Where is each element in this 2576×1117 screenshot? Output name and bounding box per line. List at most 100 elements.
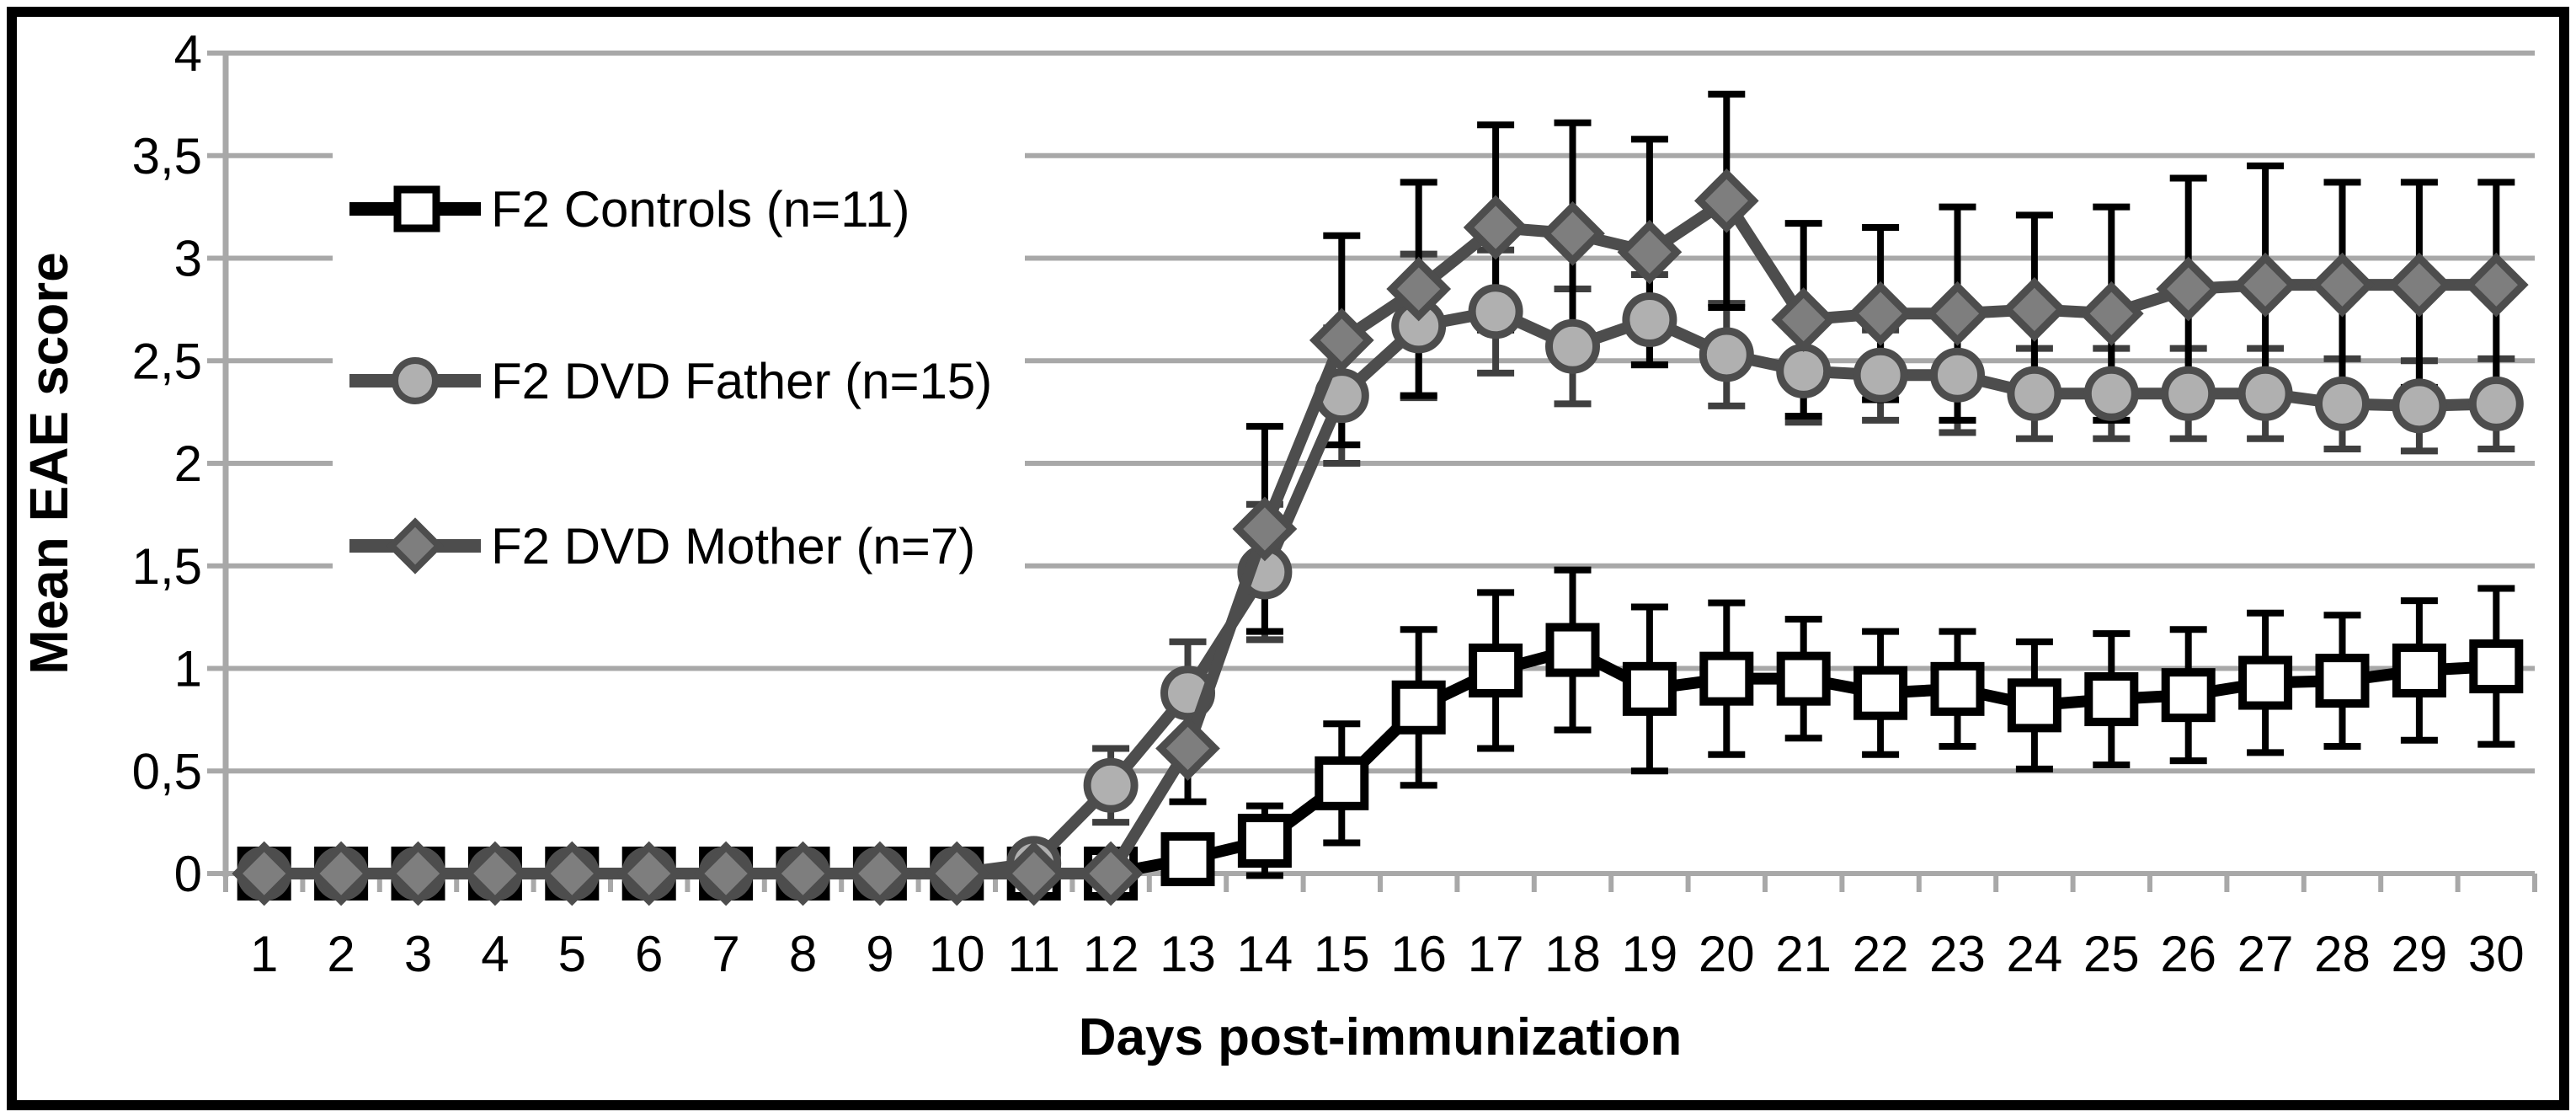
y-tick-label: 2 <box>174 436 202 492</box>
x-tick-label: 7 <box>712 926 739 982</box>
dvd-father-marker-day-12 <box>1083 757 1139 813</box>
x-tick-label: 26 <box>2160 926 2216 982</box>
dvd-father-marker-day-30 <box>2468 376 2524 431</box>
dvd-father-marker-day-25 <box>2083 366 2139 421</box>
dvd-mother-marker-day-2 <box>308 841 374 906</box>
y-tick-labels: 0 0,5 1 1,5 2 2,5 3 3,5 4 <box>132 25 202 902</box>
dvd-father-marker-day-20 <box>1699 327 1754 382</box>
y-tick-label: 0,5 <box>132 743 202 799</box>
controls-marker-day-24 <box>2007 678 2061 733</box>
dvd-mother-marker-day-7 <box>693 841 759 906</box>
x-tick-label: 1 <box>250 926 278 982</box>
x-tick-label: 4 <box>481 926 509 982</box>
x-tick-label: 14 <box>1237 926 1293 982</box>
dvd-mother-marker-day-10 <box>924 841 989 906</box>
dvd-mother-marker-day-16 <box>1386 256 1452 322</box>
diamond-marker-icon <box>349 517 481 575</box>
dvd-mother-marker-day-29 <box>2387 252 2452 318</box>
dvd-mother-marker-day-25 <box>2078 281 2144 346</box>
dvd-father-marker-day-18 <box>1545 318 1600 374</box>
x-tick-label: 18 <box>1544 926 1601 982</box>
dvd-mother-marker-day-8 <box>771 841 835 906</box>
x-tick-label: 25 <box>2083 926 2140 982</box>
x-tick-label: 23 <box>1929 926 1986 982</box>
dvd-father-marker-day-22 <box>1853 347 1908 403</box>
legend-item-controls: F2 Controls (n=11) <box>348 167 909 251</box>
dvd-father-marker-day-27 <box>2237 366 2293 421</box>
x-tick-label: 30 <box>2468 926 2525 982</box>
dvd-mother-marker-day-22 <box>1848 281 1913 346</box>
dvd-father-marker-day-17 <box>1468 284 1523 339</box>
x-tick-label: 17 <box>1468 926 1524 982</box>
y-tick-label: 3,5 <box>132 128 202 184</box>
dvd-mother-marker-day-14 <box>1232 496 1298 562</box>
dvd-mother-marker-day-3 <box>386 841 451 906</box>
controls-marker-day-18 <box>1545 623 1600 677</box>
x-tick-label: 24 <box>2007 926 2063 982</box>
y-tick-label: 0 <box>174 846 202 902</box>
controls-marker-day-17 <box>1469 643 1523 697</box>
dvd-mother-marker-day-12 <box>1078 841 1144 906</box>
dvd-father-marker-day-26 <box>2161 366 2216 421</box>
controls-marker-day-21 <box>1776 651 1831 706</box>
controls-marker-day-28 <box>2315 654 2370 708</box>
controls-marker-day-13 <box>1160 831 1215 886</box>
x-tick-label: 2 <box>327 926 355 982</box>
error-bars-dvd-mother <box>1169 90 2515 805</box>
square-marker-icon <box>349 185 481 232</box>
dvd-mother-marker-day-24 <box>2002 277 2067 342</box>
series-markers-dvd-mother <box>232 168 2529 906</box>
x-tick-label: 28 <box>2314 926 2371 982</box>
dvd-mother-marker-day-23 <box>1925 281 1990 346</box>
dvd-father-marker-day-28 <box>2315 376 2370 431</box>
dvd-mother-marker-day-13 <box>1155 716 1220 781</box>
legend: F2 Controls (n=11) F2 DVD Father (n=15) … <box>333 126 1025 632</box>
controls-marker-day-23 <box>1930 661 1985 716</box>
dvd-mother-marker-day-17 <box>1463 195 1528 260</box>
x-tick-label: 10 <box>929 926 985 982</box>
y-axis-title: Mean EAE score <box>19 252 79 675</box>
controls-marker-day-25 <box>2084 672 2139 727</box>
y-tick-label: 1,5 <box>132 538 202 595</box>
x-axis-title: Days post-immunization <box>1078 1008 1683 1066</box>
y-tick-label: 2,5 <box>132 333 202 389</box>
x-tick-label: 16 <box>1390 926 1447 982</box>
dvd-father-marker-day-29 <box>2392 378 2447 434</box>
x-tick-label: 6 <box>635 926 663 982</box>
y-tick-label: 4 <box>174 25 202 82</box>
x-tick-label: 27 <box>2237 926 2294 982</box>
dvd-mother-marker-day-6 <box>616 841 682 906</box>
x-tick-label: 12 <box>1083 926 1139 982</box>
dvd-mother-marker-day-18 <box>1540 200 1605 266</box>
dvd-mother-marker-day-21 <box>1771 287 1837 352</box>
x-tick-label: 21 <box>1775 926 1832 982</box>
controls-marker-day-22 <box>1853 665 1908 720</box>
controls-marker-day-19 <box>1622 661 1677 716</box>
legend-label-dvd-mother: F2 DVD Mother (n=7) <box>491 517 976 575</box>
y-tick-label: 3 <box>174 231 202 287</box>
x-tick-label: 8 <box>789 926 817 982</box>
y-tick-label: 1 <box>174 641 202 697</box>
dvd-mother-marker-day-9 <box>847 841 913 906</box>
legend-item-dvd-father: F2 DVD Father (n=15) <box>348 339 992 423</box>
x-tick-label: 20 <box>1699 926 1755 982</box>
controls-marker-day-20 <box>1699 651 1754 706</box>
dvd-mother-marker-day-11 <box>1001 841 1067 906</box>
dvd-father-marker-day-23 <box>1930 347 1985 403</box>
dvd-mother-marker-day-5 <box>539 841 605 906</box>
dvd-mother-marker-day-15 <box>1309 307 1374 373</box>
x-tick-label: 15 <box>1314 926 1370 982</box>
dvd-father-marker-day-21 <box>1776 343 1832 398</box>
controls-marker-day-27 <box>2238 655 2293 710</box>
dvd-mother-marker-day-30 <box>2463 252 2529 318</box>
dvd-father-marker-day-24 <box>2007 366 2062 421</box>
controls-marker-day-30 <box>2469 639 2524 694</box>
dvd-mother-marker-day-28 <box>2310 252 2375 318</box>
axis-ticks <box>207 51 2537 892</box>
x-tick-label: 13 <box>1160 926 1216 982</box>
legend-label-dvd-father: F2 DVD Father (n=15) <box>491 352 993 409</box>
x-tick-label: 22 <box>1853 926 1909 982</box>
dvd-mother-marker-day-26 <box>2156 256 2221 322</box>
legend-label-controls: F2 Controls (n=11) <box>491 180 910 238</box>
